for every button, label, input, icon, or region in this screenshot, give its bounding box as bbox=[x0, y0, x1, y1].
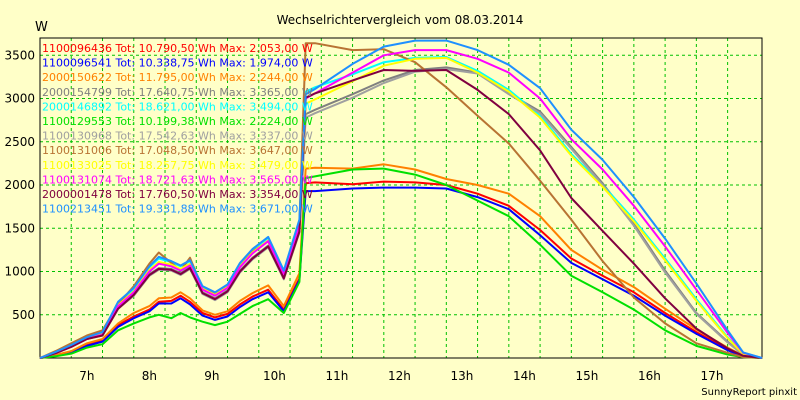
y-tick-label: 1500 bbox=[4, 221, 35, 235]
series-lines bbox=[39, 39, 763, 359]
series-line-10 bbox=[39, 49, 763, 359]
x-tick-label: 8h bbox=[142, 369, 157, 383]
y-tick-label: 3500 bbox=[4, 48, 35, 62]
x-tick-label: 14h bbox=[513, 369, 536, 383]
series-line-12 bbox=[39, 39, 763, 359]
x-tick-label: 9h bbox=[204, 369, 219, 383]
x-tick-label: 13h bbox=[451, 369, 474, 383]
legend: 1100096436 Tot: 10.790,50 Wh Max: 2.053,… bbox=[42, 42, 313, 216]
y-tick-label: 2500 bbox=[4, 135, 35, 149]
chart-title: Wechselrichtervergleich vom 08.03.2014 bbox=[277, 13, 524, 27]
legend-entry-1: 1100096436 Tot: 10.790,50 Wh Max: 2.053,… bbox=[42, 42, 313, 55]
legend-entry-12: 1100213451 Tot: 19.331,88 Wh Max: 3.671,… bbox=[42, 203, 313, 216]
x-tick-label: 12h bbox=[388, 369, 411, 383]
legend-entry-9: 1100133025 Tot: 18.257,75 Wh Max: 3.479,… bbox=[42, 159, 313, 172]
legend-entry-4: 2000154799 Tot: 17.640,75 Wh Max: 3.365,… bbox=[42, 86, 313, 99]
x-tick-label: 15h bbox=[576, 369, 599, 383]
y-tick-label: 2000 bbox=[4, 178, 35, 192]
legend-entry-2: 1100096541 Tot: 10.338,75 Wh Max: 1.974,… bbox=[42, 57, 313, 70]
x-tick-label: 17h bbox=[701, 369, 724, 383]
series-line-6 bbox=[39, 167, 763, 359]
x-tick-label: 11h bbox=[325, 369, 348, 383]
legend-entry-11: 2000001478 Tot: 17.760,50 Wh Max: 3.354,… bbox=[42, 188, 313, 201]
x-tick-label: 16h bbox=[638, 369, 661, 383]
y-tick-label: 500 bbox=[12, 308, 35, 322]
y-tick-label: 3000 bbox=[4, 92, 35, 106]
series-line-11 bbox=[39, 69, 763, 359]
y-axis-unit: W bbox=[35, 20, 48, 35]
axes: 500 1000 1500 2000 2500 3000 3500 7h 8h 9h 10h 11h 1… bbox=[4, 37, 763, 383]
grid bbox=[40, 38, 762, 358]
footer-credit: SunnyReport pinxit bbox=[701, 387, 797, 398]
series-line-3 bbox=[39, 163, 763, 359]
plot-frame bbox=[39, 37, 763, 359]
y-tick-label: 1000 bbox=[4, 265, 35, 279]
legend-entry-8: 1100131006 Tot: 17.048,50 Wh Max: 3.647,… bbox=[42, 144, 313, 157]
legend-entry-5: 2000146892 Tot: 18.621,00 Wh Max: 3.494,… bbox=[42, 100, 313, 113]
x-tick-label: 7h bbox=[79, 369, 94, 383]
legend-entry-10: 1100131074 Tot: 18.721,63 Wh Max: 3.565,… bbox=[42, 173, 313, 186]
x-tick-label: 10h bbox=[263, 369, 286, 383]
legend-entry-7: 1100130968 Tot: 17.542,63 Wh Max: 3.337,… bbox=[42, 130, 313, 143]
legend-entry-3: 2000150622 Tot: 11.795,00 Wh Max: 2.244,… bbox=[42, 71, 313, 84]
legend-entry-6: 1100129553 Tot: 10.199,38 Wh Max: 2.224,… bbox=[42, 115, 313, 128]
